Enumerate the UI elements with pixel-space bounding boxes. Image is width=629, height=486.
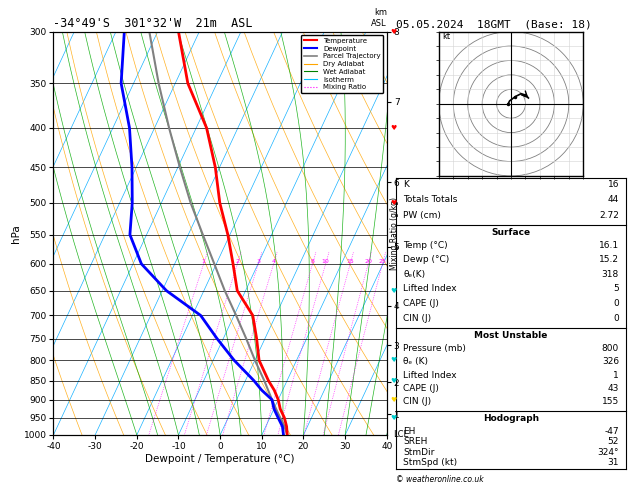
Text: 15: 15 [347,259,354,264]
Text: 16: 16 [608,180,619,189]
Text: -34°49'S  301°32'W  21m  ASL: -34°49'S 301°32'W 21m ASL [53,17,253,31]
Text: ♥: ♥ [390,397,396,403]
Text: 324°: 324° [598,448,619,457]
Text: ♥: ♥ [390,415,396,421]
Text: Lifted Index: Lifted Index [403,371,457,380]
Text: CAPE (J): CAPE (J) [403,299,439,308]
Legend: Temperature, Dewpoint, Parcel Trajectory, Dry Adiabat, Wet Adiabat, Isotherm, Mi: Temperature, Dewpoint, Parcel Trajectory… [301,35,383,93]
Text: 10: 10 [322,259,330,264]
Text: 25: 25 [379,259,386,264]
Text: 52: 52 [608,437,619,446]
Text: 43: 43 [608,384,619,393]
Text: θₑ (K): θₑ (K) [403,357,428,366]
Text: CAPE (J): CAPE (J) [403,384,439,393]
Text: SREH: SREH [403,437,428,446]
Text: © weatheronline.co.uk: © weatheronline.co.uk [396,474,484,484]
Text: Totals Totals: Totals Totals [403,195,457,204]
Text: 5: 5 [613,284,619,294]
Text: -47: -47 [604,427,619,436]
Text: 15.2: 15.2 [599,255,619,264]
Text: 05.05.2024  18GMT  (Base: 18): 05.05.2024 18GMT (Base: 18) [396,19,592,29]
Text: K: K [403,180,409,189]
Text: CIN (J): CIN (J) [403,398,431,406]
Text: ♥: ♥ [390,200,396,206]
Text: ♥: ♥ [390,29,396,35]
Text: 0: 0 [613,299,619,308]
Text: Most Unstable: Most Unstable [474,331,548,340]
Text: LCL: LCL [394,431,409,439]
Text: 2.72: 2.72 [599,211,619,220]
Text: Lifted Index: Lifted Index [403,284,457,294]
Text: ♥: ♥ [390,288,396,294]
Text: 800: 800 [602,344,619,353]
Text: 3: 3 [256,259,260,264]
Text: StmSpd (kt): StmSpd (kt) [403,458,457,468]
Text: ♥: ♥ [390,357,396,363]
Text: 4: 4 [272,259,276,264]
Text: kt: kt [442,32,450,41]
Text: 16.1: 16.1 [599,241,619,250]
Text: Dewp (°C): Dewp (°C) [403,255,449,264]
Text: Temp (°C): Temp (°C) [403,241,448,250]
Y-axis label: hPa: hPa [11,224,21,243]
Text: 155: 155 [602,398,619,406]
X-axis label: Dewpoint / Temperature (°C): Dewpoint / Temperature (°C) [145,454,295,464]
Text: 20: 20 [364,259,372,264]
Text: Mixing Ratio (g/kg): Mixing Ratio (g/kg) [390,197,399,270]
Text: Hodograph: Hodograph [483,414,539,423]
Text: CIN (J): CIN (J) [403,313,431,323]
Text: 326: 326 [602,357,619,366]
Text: 0: 0 [613,313,619,323]
Text: Pressure (mb): Pressure (mb) [403,344,466,353]
Text: ♥: ♥ [390,125,396,131]
Text: 318: 318 [602,270,619,279]
Text: StmDir: StmDir [403,448,435,457]
Text: 1: 1 [613,371,619,380]
Text: EH: EH [403,427,416,436]
Text: θₑ(K): θₑ(K) [403,270,425,279]
Text: 2: 2 [235,259,240,264]
Text: 44: 44 [608,195,619,204]
Text: PW (cm): PW (cm) [403,211,441,220]
Text: 8: 8 [311,259,314,264]
Text: 31: 31 [608,458,619,468]
Text: 1: 1 [202,259,206,264]
Text: km
ASL: km ASL [371,8,387,28]
Text: ♥: ♥ [390,378,396,383]
Text: Surface: Surface [491,228,531,237]
